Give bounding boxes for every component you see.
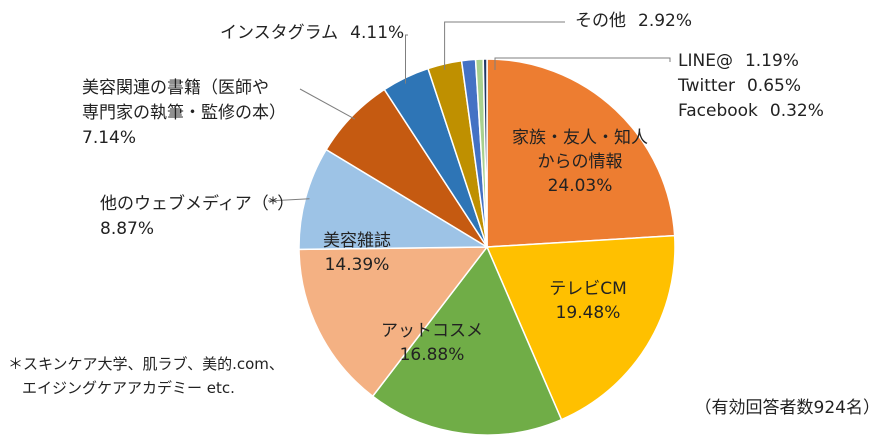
- slice-label: LINE@ 1.19%: [678, 51, 799, 71]
- pie-slice: [485, 234, 676, 421]
- slice-label-percent: 0.65%: [747, 76, 801, 96]
- slice-label: 美容関連の書籍（医師や: [82, 78, 269, 98]
- pie-slice: [298, 246, 489, 398]
- leader-line: [299, 88, 356, 120]
- footnote-line-1: ＊スキンケア大学、肌ラブ、美的.com、: [8, 355, 284, 373]
- slice-label-percent: 1.19%: [745, 51, 799, 71]
- slice-label: アットコスメ: [381, 321, 483, 341]
- slice-label: からの情報: [538, 152, 623, 172]
- slice-label-name: その他: [575, 11, 626, 31]
- slice-label-percent: 4.11%: [350, 23, 404, 43]
- pie-slices: [298, 58, 676, 436]
- slice-label: その他 2.92%: [575, 11, 692, 31]
- leader-line: [444, 21, 565, 70]
- slice-label: 専門家の執筆・監修の本）: [82, 103, 286, 123]
- slice-label: インスタグラム 4.11%: [220, 23, 404, 43]
- pie-slice: [371, 245, 563, 436]
- slice-label-name: Twitter: [677, 76, 735, 96]
- leader-line: [405, 34, 408, 84]
- slice-label-percent: 0.32%: [770, 101, 824, 121]
- slice-label-percent: 2.92%: [638, 11, 692, 31]
- slice-label-name: Facebook: [678, 101, 758, 121]
- slice-label: 他のウェブメディア（*）: [100, 193, 294, 214]
- slice-percent: 8.87%: [100, 219, 154, 239]
- slice-label: 美容雑誌: [323, 231, 391, 251]
- leader-lines: [267, 21, 671, 202]
- slice-label: Facebook 0.32%: [678, 101, 824, 121]
- slice-label-name: LINE@: [678, 51, 733, 71]
- pie-slice: [482, 58, 488, 248]
- slice-label: 16.88%: [400, 345, 465, 365]
- pie-slice: [486, 58, 676, 248]
- footnote-line-2: エイジングケアアカデミー etc.: [22, 379, 235, 397]
- slice-label: 19.48%: [556, 303, 621, 323]
- respondents-note: （有効回答者数924名）: [695, 398, 880, 418]
- slice-label: 24.03%: [548, 176, 613, 196]
- footnote: ＊スキンケア大学、肌ラブ、美的.com、 エイジングケアアカデミー etc.: [8, 355, 284, 397]
- slice-label: 14.39%: [325, 255, 390, 275]
- slice-label: 家族・友人・知人: [512, 128, 648, 148]
- slice-percent: 7.14%: [82, 128, 136, 148]
- leader-line: [494, 57, 671, 70]
- slice-label: Twitter 0.65%: [677, 76, 801, 96]
- slice-label: テレビCM: [549, 279, 627, 299]
- pie-slice: [298, 148, 490, 251]
- slice-label-name: インスタグラム: [220, 23, 338, 43]
- leader-line: [267, 198, 310, 202]
